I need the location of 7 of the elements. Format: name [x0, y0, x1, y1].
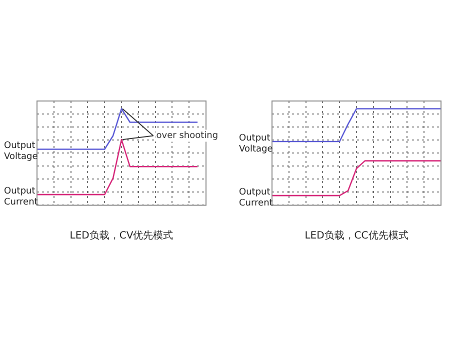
x-axis-title: LED负载，CV优先模式	[70, 230, 174, 242]
series-label: Output Current	[239, 187, 274, 208]
series-label: Output Current	[4, 186, 38, 208]
series-label: Output Voltage	[239, 133, 274, 154]
series-label: Output Voltage	[4, 141, 38, 162]
annotation: over shooting	[156, 131, 218, 142]
x-axis-title: LED负载，CC优先模式	[304, 230, 408, 242]
